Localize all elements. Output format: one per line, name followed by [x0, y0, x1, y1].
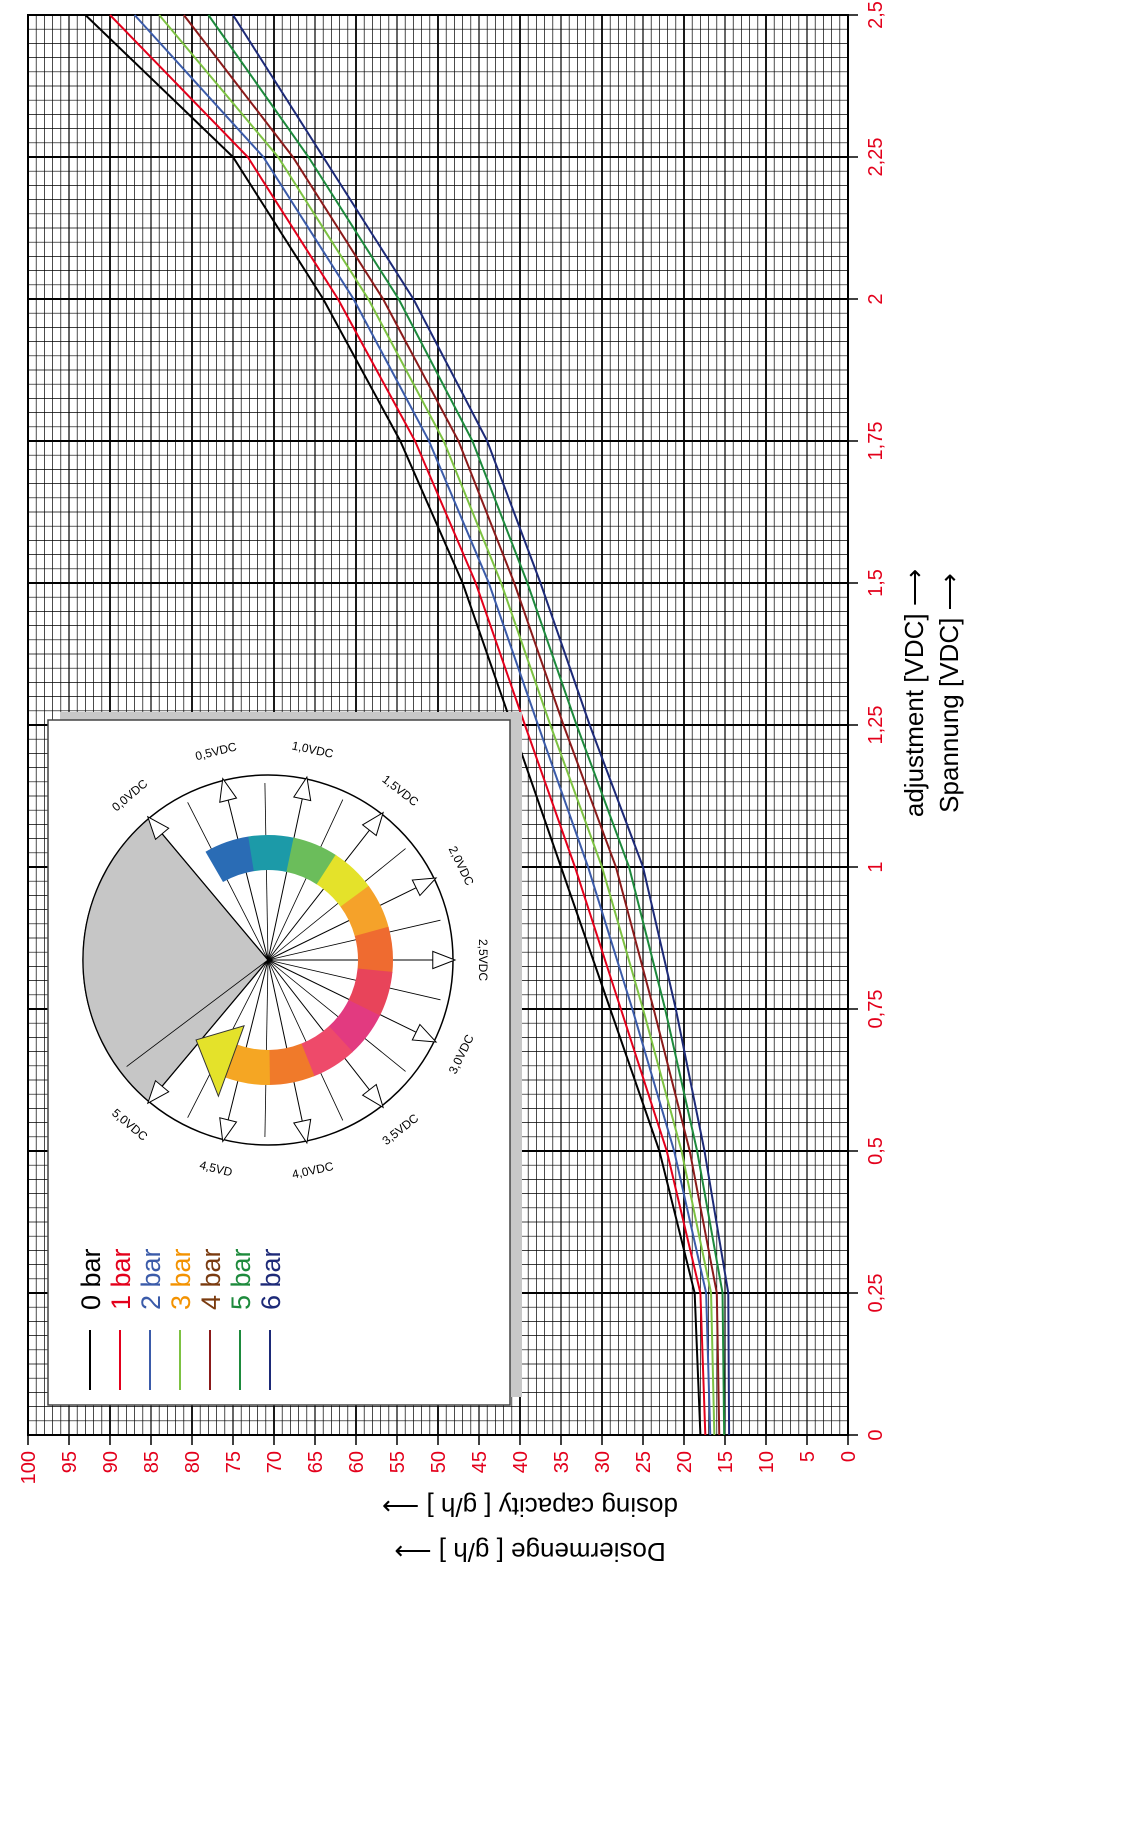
legend-label: 1 bar [106, 1248, 136, 1310]
y-axis-label-2: Dosiermenge [ g/h ] ⟶ [394, 1537, 665, 1567]
legend-label: 2 bar [136, 1248, 166, 1310]
y-tick-label: 30 [592, 1451, 614, 1473]
dial-label: 2,5VDC [476, 939, 490, 981]
chart: 0 0,25 0,5 0,75 1 1,25 1,5 1,75 2 2,25 2,5 0 5 10 15 20… [0, 0, 1144, 1833]
y-tick-label: 45 [469, 1451, 491, 1473]
x-tick-label: 2 [865, 293, 887, 304]
rotated-chart: 0 0,25 0,5 0,75 1 1,25 1,5 1,75 2 2,25 2,5 0 5 10 15 20… [18, 1, 964, 1567]
x-axis-label: adjustment [VDC] ⟶ [899, 569, 929, 817]
y-tick-label: 5 [797, 1451, 819, 1462]
y-tick-label: 65 [305, 1451, 327, 1473]
y-tick-label: 0 [838, 1451, 860, 1462]
x-axis-label-2: Spannung [VDC] ⟶ [934, 573, 964, 813]
y-tick-label: 35 [551, 1451, 573, 1473]
x-tick-label: 2,25 [865, 138, 887, 177]
y-tick-label: 100 [18, 1451, 40, 1484]
y-tick-label: 75 [223, 1451, 245, 1473]
legend-label: 0 bar [76, 1248, 106, 1310]
legend-label: 6 bar [256, 1248, 286, 1310]
x-tick-label: 2,5 [865, 1, 887, 29]
y-tick-label: 60 [346, 1451, 368, 1473]
y-axis-label: dosing capacity [ g/h ] ⟶ [382, 1492, 678, 1522]
x-tick-label: 1,5 [865, 569, 887, 597]
x-tick-label: 1,25 [865, 706, 887, 745]
x-tick-label: 0,5 [865, 1137, 887, 1165]
y-tick-label: 10 [756, 1451, 778, 1473]
x-tick-label: 0,75 [865, 990, 887, 1029]
y-tick-label: 55 [387, 1451, 409, 1473]
y-tick-label: 70 [264, 1451, 286, 1473]
x-tick-label: 1,75 [865, 422, 887, 461]
y-tick-label: 50 [428, 1451, 450, 1473]
y-tick-label: 25 [633, 1451, 655, 1473]
y-tick-label: 85 [141, 1451, 163, 1473]
legend-label: 4 bar [196, 1248, 226, 1310]
legend-label: 3 bar [166, 1248, 196, 1310]
y-tick-label: 95 [59, 1451, 81, 1473]
y-tick-label: 15 [715, 1451, 737, 1473]
y-tick-label: 20 [674, 1451, 696, 1473]
x-tick-label: 0,25 [865, 1274, 887, 1313]
y-tick-label: 90 [100, 1451, 122, 1473]
y-tick-label: 80 [182, 1451, 204, 1473]
x-tick-label: 0 [865, 1429, 887, 1440]
x-tick-label: 1 [865, 861, 887, 872]
legend-label: 5 bar [226, 1248, 256, 1310]
y-tick-label: 40 [510, 1451, 532, 1473]
